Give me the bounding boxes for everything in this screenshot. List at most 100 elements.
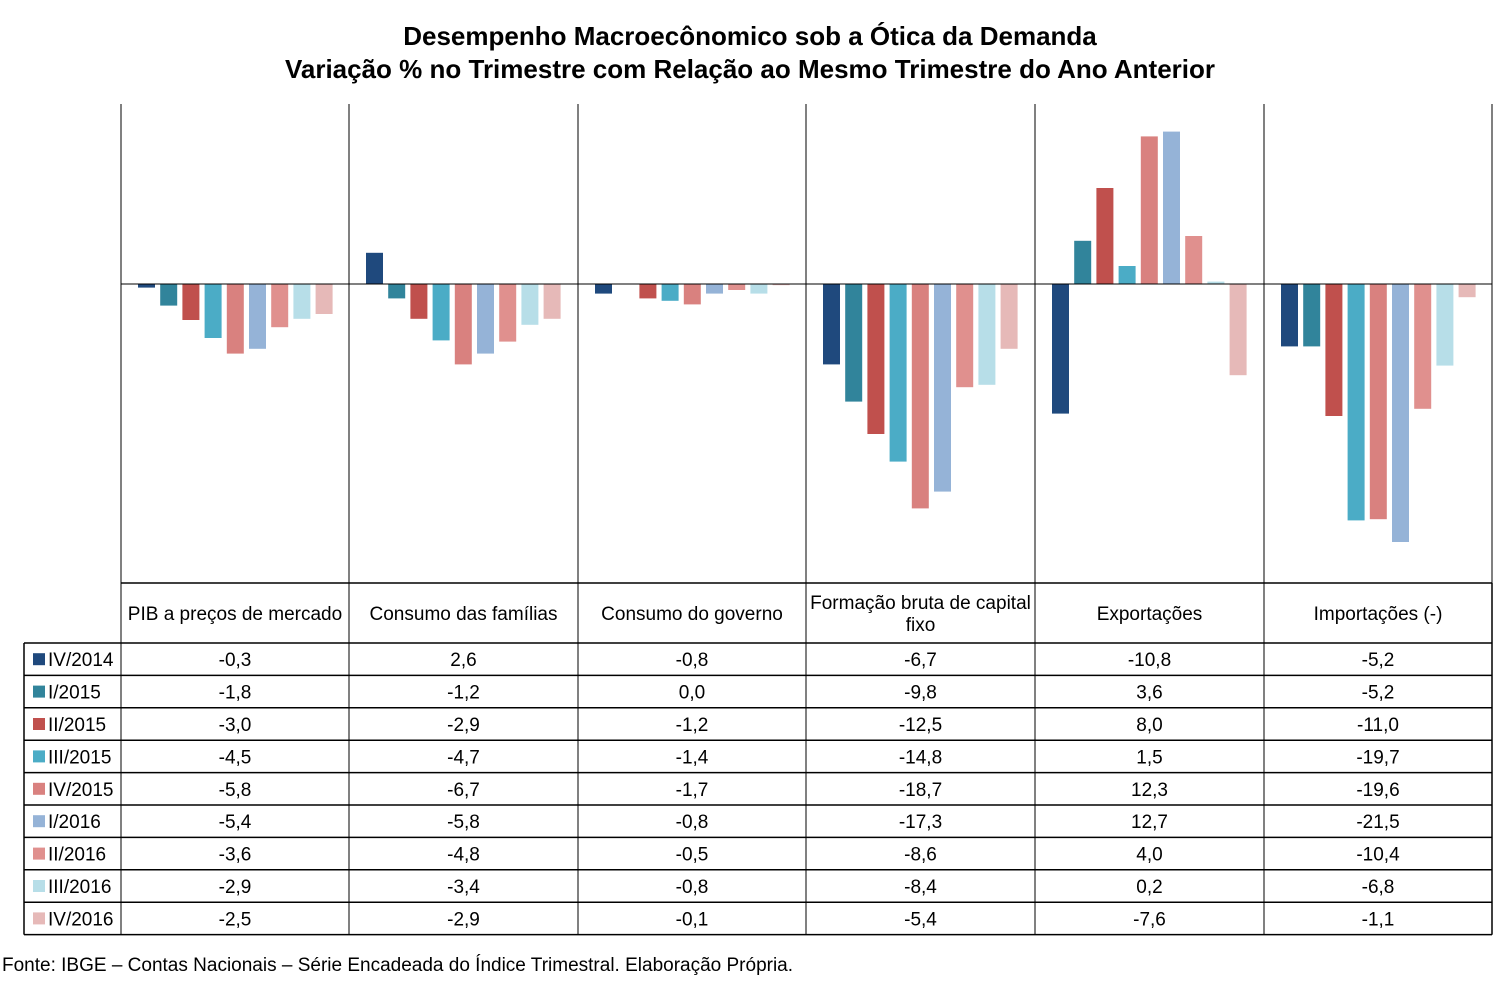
bar-IV-2015-3 bbox=[911, 284, 929, 509]
table-cell-value: -5,4 bbox=[219, 812, 252, 833]
legend-swatch bbox=[33, 847, 45, 860]
table-cell-value: -2,9 bbox=[447, 715, 480, 736]
bar-I-2016-3 bbox=[934, 284, 951, 492]
table-cell-value: -0,3 bbox=[219, 650, 252, 671]
legend-label: IV/2016 bbox=[48, 909, 114, 930]
table-cell-value: -5,2 bbox=[1362, 683, 1395, 704]
table-cell-value: 0,0 bbox=[679, 683, 705, 704]
bar-III-2016-3 bbox=[978, 284, 996, 385]
table-cell-value: -3,0 bbox=[219, 715, 252, 736]
legend-label: I/2016 bbox=[48, 812, 101, 833]
table-cell-value: -18,7 bbox=[899, 780, 942, 801]
bar-III-2015-2 bbox=[661, 284, 679, 301]
legend-swatch bbox=[33, 685, 45, 698]
table-cell-value: -6,8 bbox=[1362, 877, 1395, 898]
bar-IV-2016-0 bbox=[315, 284, 333, 314]
table-cell-value: -2,5 bbox=[219, 909, 252, 930]
bar-III-2016-0 bbox=[293, 284, 311, 319]
bar-II-2016-5 bbox=[1414, 284, 1432, 409]
bar-III-2016-2 bbox=[750, 284, 768, 294]
bar-IV-2014-1 bbox=[366, 252, 383, 284]
legend-swatch bbox=[33, 815, 45, 828]
table-cell-value: -0,8 bbox=[676, 650, 709, 671]
table-cell-value: 3,6 bbox=[1136, 683, 1162, 704]
bar-I-2016-1 bbox=[477, 284, 494, 354]
legend-swatch bbox=[33, 750, 45, 763]
table-cell-value: -2,9 bbox=[447, 909, 480, 930]
table-cell-value: 2,6 bbox=[450, 650, 476, 671]
category-label: Consumo do governo bbox=[601, 604, 783, 625]
legend-swatch bbox=[33, 782, 45, 795]
bar-IV-2015-5 bbox=[1369, 284, 1387, 520]
bar-III-2015-3 bbox=[889, 284, 907, 462]
legend-swatch bbox=[33, 653, 45, 666]
source-note: Fonte: IBGE – Contas Nacionais – Série E… bbox=[2, 955, 794, 976]
chart-title: Desempenho Macroecônomico sob a Ótica da… bbox=[403, 21, 1097, 51]
table-cell-value: -0,1 bbox=[676, 909, 709, 930]
bar-I-2016-2 bbox=[706, 284, 723, 294]
bar-I-2015-1 bbox=[388, 284, 406, 299]
bar-II-2016-0 bbox=[271, 284, 289, 328]
legend-swatch bbox=[33, 880, 45, 892]
chart-subtitle: Variação % no Trimestre com Relação ao M… bbox=[284, 54, 1216, 84]
table-cell-value: -1,4 bbox=[676, 747, 709, 768]
bar-III-2015-0 bbox=[204, 284, 222, 338]
bar-IV-2015-0 bbox=[226, 284, 244, 354]
bar-IV-2015-4 bbox=[1140, 136, 1158, 284]
bar-IV-2015-2 bbox=[683, 284, 701, 305]
bar-IV-2014-2 bbox=[595, 284, 612, 294]
bar-III-2015-5 bbox=[1347, 284, 1365, 521]
table-cell-value: -5,8 bbox=[219, 780, 252, 801]
table-cell-value: 8,0 bbox=[1136, 715, 1162, 736]
table-cell-value: 4,0 bbox=[1136, 845, 1162, 866]
legend-label: III/2016 bbox=[48, 877, 111, 898]
table-cell-value: -1,2 bbox=[447, 683, 480, 704]
table-cell-value: -8,6 bbox=[904, 845, 937, 866]
chart-title-block: Desempenho Macroecônomico sob a Ótica da… bbox=[0, 20, 1500, 86]
bar-III-2016-1 bbox=[521, 284, 539, 325]
bar-I-2016-5 bbox=[1392, 284, 1409, 542]
legend-label: IV/2015 bbox=[48, 780, 114, 801]
bar-III-2016-5 bbox=[1436, 284, 1454, 366]
bar-II-2015-5 bbox=[1325, 284, 1343, 416]
bar-II-2015-2 bbox=[639, 284, 657, 299]
bar-II-2015-1 bbox=[410, 284, 428, 319]
table-cell-value: -21,5 bbox=[1356, 812, 1399, 833]
table-cell-value: -17,3 bbox=[899, 812, 942, 833]
legend-label: II/2015 bbox=[48, 715, 106, 736]
legend-label: III/2015 bbox=[48, 747, 111, 768]
bar-II-2016-4 bbox=[1185, 236, 1203, 284]
bar-II-2015-3 bbox=[867, 284, 885, 434]
bar-I-2015-0 bbox=[160, 284, 178, 306]
table-cell-value: -2,9 bbox=[219, 877, 252, 898]
table-cell-value: -3,6 bbox=[219, 845, 252, 866]
bar-I-2016-4 bbox=[1163, 131, 1180, 284]
table-cell-value: -9,8 bbox=[904, 683, 937, 704]
category-label: Exportações bbox=[1097, 604, 1203, 625]
table-cell-value: -19,6 bbox=[1356, 780, 1399, 801]
table-cell-value: -4,7 bbox=[447, 747, 480, 768]
bar-IV-2014-3 bbox=[823, 284, 840, 365]
table-cell-value: -1,8 bbox=[219, 683, 252, 704]
table-cell-value: -14,8 bbox=[899, 747, 942, 768]
category-label: PIB a preços de mercado bbox=[128, 604, 342, 625]
bar-IV-2015-1 bbox=[454, 284, 472, 365]
category-label: Formação bruta de capital fixo bbox=[810, 593, 1031, 636]
bar-III-2016-4 bbox=[1207, 281, 1225, 284]
legend-label: I/2015 bbox=[48, 683, 101, 704]
bar-IV-2014-4 bbox=[1052, 284, 1069, 414]
table-cell-value: 0,2 bbox=[1136, 877, 1162, 898]
bar-I-2015-3 bbox=[845, 284, 863, 402]
table-cell-value: -6,7 bbox=[447, 780, 480, 801]
table-cell-value: -5,2 bbox=[1362, 650, 1395, 671]
legend-label: IV/2014 bbox=[48, 650, 114, 671]
table-cell-value: -10,8 bbox=[1128, 650, 1171, 671]
legend-label: II/2016 bbox=[48, 845, 106, 866]
table-cell-value: -10,4 bbox=[1356, 845, 1400, 866]
table-cell-value: -1,2 bbox=[676, 715, 709, 736]
table-cell-value: -19,7 bbox=[1356, 747, 1399, 768]
table-cell-value: -7,6 bbox=[1133, 909, 1166, 930]
bar-II-2016-2 bbox=[728, 284, 746, 290]
table-cell-value: 12,3 bbox=[1131, 780, 1168, 801]
